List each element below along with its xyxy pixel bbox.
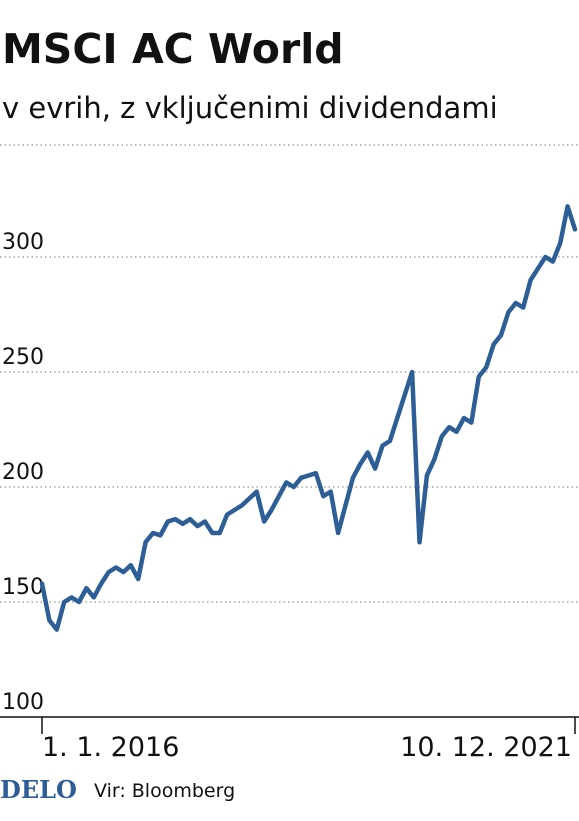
y-tick-label: 250 bbox=[2, 345, 44, 370]
logo: DELO bbox=[0, 775, 77, 804]
y-tick-label: 150 bbox=[2, 575, 44, 600]
y-tick-label: 300 bbox=[2, 230, 44, 255]
y-tick-label: 200 bbox=[2, 460, 44, 485]
chart-title: MSCI AC World bbox=[2, 25, 344, 73]
y-tick-label: 100 bbox=[2, 690, 44, 715]
source: Vir: Bloomberg bbox=[94, 780, 235, 802]
x-tick-label: 10. 12. 2021 bbox=[400, 732, 572, 763]
line bbox=[39, 204, 578, 632]
x-tick-label: 1. 1. 2016 bbox=[42, 732, 179, 763]
chart-subtitle: v evrih, z vključenimi dividendami bbox=[2, 91, 498, 125]
